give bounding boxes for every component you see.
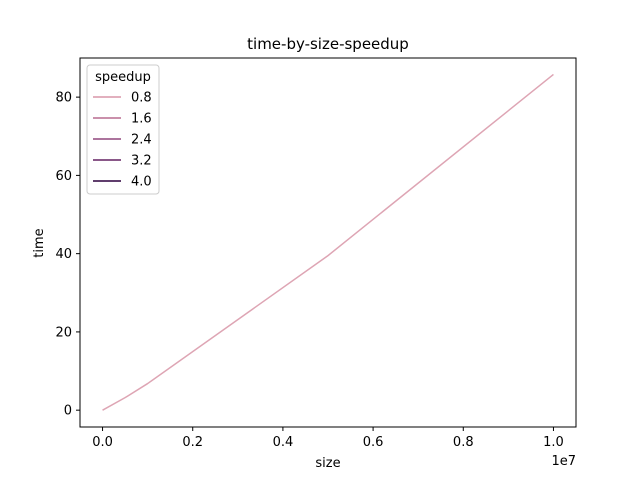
legend-entry-label: 4.0 — [131, 175, 152, 190]
legend-entry-label: 2.4 — [131, 133, 152, 148]
y-tick-label: 40 — [55, 247, 72, 262]
x-tick-label: 0.8 — [453, 435, 474, 450]
y-axis-label: time — [32, 228, 47, 257]
legend-entries: 0.8 1.6 2.4 3.2 4.0 — [93, 91, 152, 190]
legend: speedup 0.8 1.6 2.4 3.2 4.0 — [86, 64, 160, 195]
x-tick-label: 0.0 — [92, 435, 113, 450]
y-tick-label: 0 — [64, 404, 72, 419]
y-axis-ticks: 0 20 40 60 80 — [55, 91, 80, 419]
y-tick-label: 60 — [55, 169, 72, 184]
x-tick-label: 0.2 — [182, 435, 203, 450]
series-layer — [102, 73, 554, 411]
y-tick-label: 20 — [55, 325, 72, 340]
legend-entry-label: 0.8 — [131, 91, 152, 106]
legend-title: speedup — [95, 70, 151, 85]
x-axis-offset-label: 1e7 — [551, 454, 576, 469]
chart-title: time-by-size-speedup — [247, 35, 409, 53]
series-line-0-8 — [102, 73, 554, 411]
x-axis-label: size — [315, 456, 340, 471]
x-tick-label: 0.6 — [363, 435, 384, 450]
legend-entry-label: 3.2 — [131, 154, 152, 169]
plot-area — [79, 57, 577, 428]
x-tick-label: 0.4 — [273, 435, 294, 450]
legend-entry-label: 1.6 — [131, 112, 152, 127]
plot-frame — [79, 57, 577, 428]
x-axis-ticks: 0.0 0.2 0.4 0.6 0.8 1.0 — [92, 427, 564, 450]
y-tick-label: 80 — [55, 91, 72, 106]
x-tick-label: 1.0 — [543, 435, 564, 450]
